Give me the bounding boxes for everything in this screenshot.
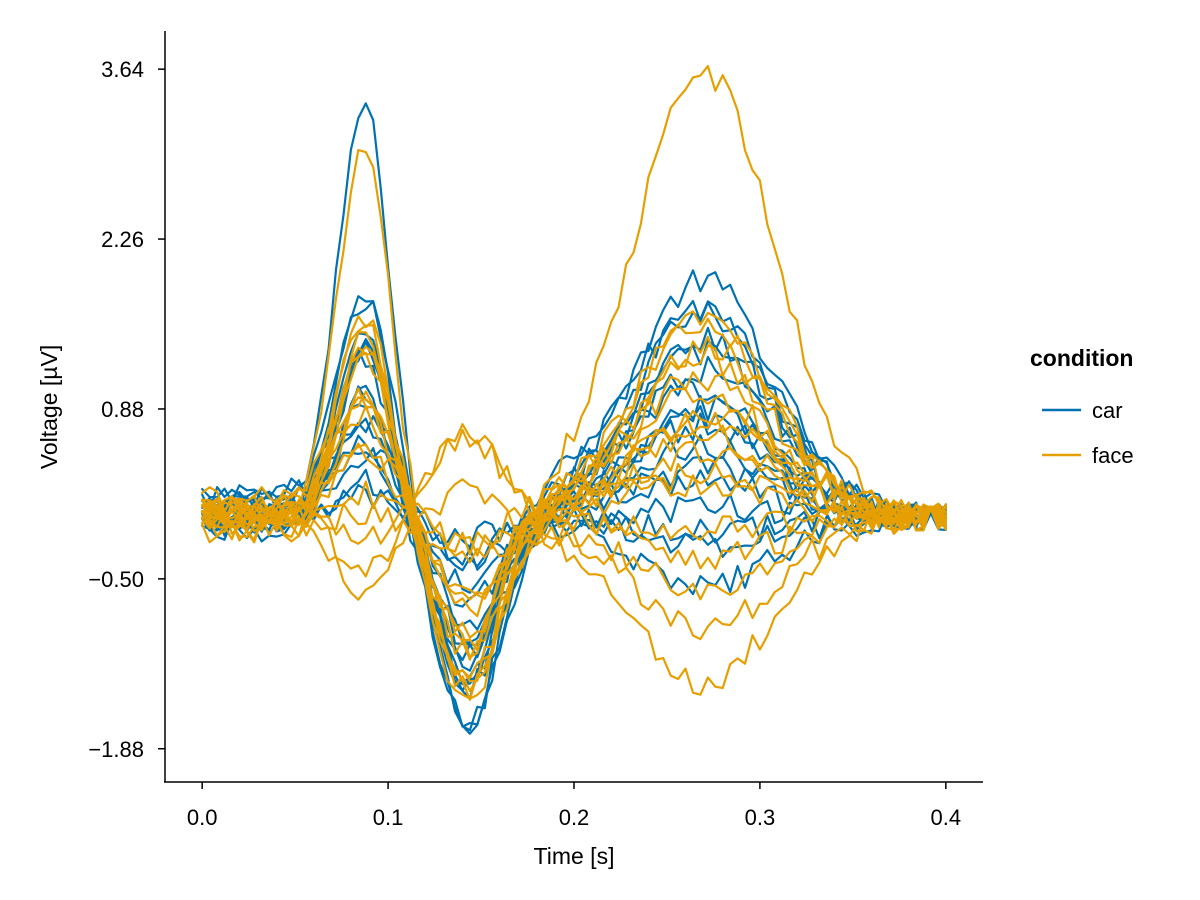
y-tick-label: −0.50	[88, 567, 144, 592]
car-trace	[201, 384, 947, 701]
face-trace	[201, 346, 947, 652]
y-ticks: −1.88 −0.50 0.88 2.26 3.64	[88, 57, 165, 762]
face-trace	[201, 428, 947, 570]
legend-title: condition	[1030, 345, 1133, 371]
legend-entry-car: car	[1042, 398, 1123, 423]
face-trace	[201, 480, 947, 556]
x-ticks: 0.0 0.1 0.2 0.3 0.4	[187, 782, 961, 830]
y-tick-label: 2.26	[101, 227, 144, 252]
y-tick-label: 3.64	[101, 57, 144, 82]
car-trace	[201, 102, 947, 735]
face-trace	[201, 502, 947, 601]
series-car	[201, 102, 947, 735]
face-trace	[201, 423, 947, 641]
legend-entry-face: face	[1042, 443, 1134, 468]
x-tick-label: 0.4	[931, 805, 962, 830]
y-tick-label: −1.88	[88, 737, 144, 762]
face-trace	[201, 478, 947, 696]
x-tick-label: 0.0	[187, 805, 218, 830]
x-tick-label: 0.1	[373, 805, 404, 830]
legend: condition car face	[1030, 345, 1134, 468]
face-trace	[201, 331, 947, 679]
y-tick-label: 0.88	[101, 397, 144, 422]
x-tick-label: 0.2	[559, 805, 590, 830]
x-tick-label: 0.3	[745, 805, 776, 830]
legend-label-face: face	[1092, 443, 1134, 468]
legend-label-car: car	[1092, 398, 1123, 423]
face-trace	[201, 64, 947, 701]
y-axis-title: Voltage [µV]	[36, 345, 62, 470]
plot-area	[201, 64, 947, 735]
face-trace	[201, 442, 947, 557]
axes	[164, 31, 983, 783]
x-axis-title: Time [s]	[534, 843, 615, 869]
series-face	[201, 64, 947, 701]
face-trace	[201, 387, 947, 618]
